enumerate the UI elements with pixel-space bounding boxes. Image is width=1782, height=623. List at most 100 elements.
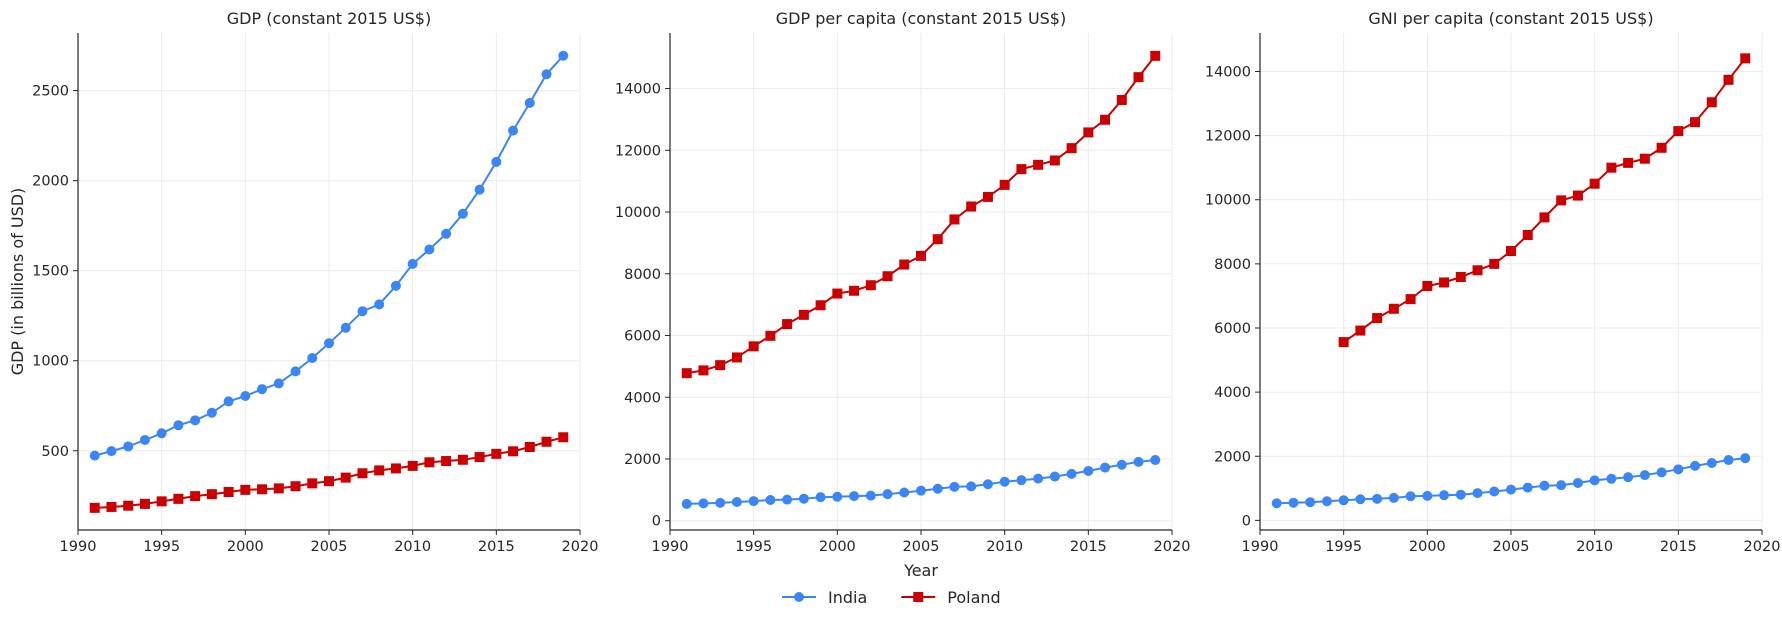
legend-marker [913,592,924,602]
y-tick-label: 500 [41,444,69,460]
series-poland [1338,53,1751,348]
series-poland [681,50,1161,379]
y-tick-label: 1000 [32,354,69,370]
legend: India Poland [782,588,1001,607]
data-point [173,493,184,504]
data-point [982,191,993,202]
data-point [1033,473,1044,484]
data-point [1522,482,1533,493]
data-point [999,179,1010,190]
data-point [1673,464,1684,475]
x-tick-label: 1990 [652,539,689,555]
series-india [1271,453,1751,509]
data-point [1016,475,1027,486]
data-point [1271,498,1282,509]
data-point [524,97,535,108]
data-point [424,457,435,468]
data-point [374,465,385,476]
data-point [1572,190,1583,201]
data-point [1049,155,1060,166]
data-point [1355,325,1366,336]
data-point [1639,470,1650,481]
data-point [106,501,117,512]
data-point [441,456,452,467]
data-point [123,441,134,452]
x-tick-label: 2000 [819,539,856,555]
x-tick-label: 2005 [1493,539,1530,555]
data-point [1049,471,1060,482]
data-point [1539,480,1550,491]
data-point [457,454,468,465]
chart-panel-2: 1990 1995 2000 2005 2010 2015 2020 0 2000 4000 600… [615,9,1191,580]
x-tick-label: 2005 [311,539,348,555]
data-point [782,319,793,330]
y-tick-label: 4000 [1214,385,1251,401]
data-point [190,491,201,502]
data-point [541,436,552,447]
data-point [798,493,809,504]
data-point [357,306,368,317]
data-point [1673,126,1684,137]
data-point [899,487,910,498]
x-tick-label: 2020 [562,539,599,555]
y-axis-label: GDP (in billions of USD) [8,188,27,376]
data-point [508,125,519,136]
x-tick-label: 1990 [60,539,97,555]
data-point [139,498,150,509]
data-point [390,463,401,474]
data-point [1388,492,1399,503]
data-point [1066,143,1077,154]
data-point [1321,496,1332,507]
data-point [139,434,150,445]
data-point [1305,497,1316,508]
data-point [715,497,726,508]
data-point [1455,489,1466,500]
data-point [698,365,709,376]
data-point [307,478,318,489]
data-point [524,441,535,452]
x-tick-label: 2010 [394,539,431,555]
data-point [748,496,759,507]
data-point [508,446,519,457]
series-india [681,455,1161,509]
data-point [1589,178,1600,189]
data-point [1033,159,1044,170]
data-point [916,250,926,261]
data-point [1455,272,1466,283]
data-point [882,271,893,282]
data-point [240,484,251,495]
data-point [491,156,502,167]
data-point [798,309,809,320]
y-tick-label: 6000 [1214,321,1251,337]
data-point [865,490,876,501]
data-point [1116,459,1127,470]
data-point [324,476,334,487]
data-point [1589,475,1600,486]
data-point [441,228,452,239]
x-tick-label: 2000 [1409,539,1446,555]
data-point [1572,477,1583,488]
data-point [340,472,351,483]
data-point [1623,157,1634,168]
x-tick-label: 2005 [903,539,940,555]
data-point [1639,153,1650,164]
chart-panel-3: 1990 1995 2000 2005 2010 2015 2020 0 2000 4000 600… [1205,9,1781,555]
data-point [257,384,268,395]
data-point [290,366,301,377]
data-point [966,481,977,492]
data-point [223,396,234,407]
data-point [1522,230,1533,241]
data-point [832,288,843,299]
data-point [1606,162,1617,173]
data-point [932,483,943,494]
data-point [731,352,742,363]
data-point [474,184,485,195]
data-point [558,50,569,61]
data-point [374,299,385,310]
data-point [1066,468,1077,479]
y-tick-label: 12000 [615,143,661,159]
data-point [1472,265,1483,276]
data-point [407,258,418,269]
legend-label: Poland [947,588,1000,607]
